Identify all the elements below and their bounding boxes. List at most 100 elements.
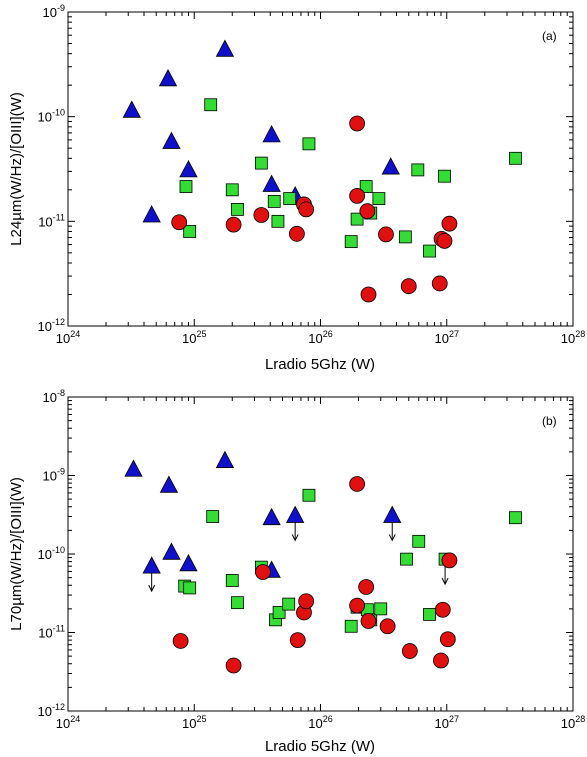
- tick-label: 1026: [308, 714, 332, 731]
- upper-limit-arrowhead: [441, 577, 449, 586]
- tick-label: 1024: [56, 714, 80, 731]
- circle-point: [289, 632, 306, 649]
- chart-panel-a: 1024 1025 1026 1027 102810-1210-1110-1010-9 …: [8, 3, 585, 373]
- circle-point: [171, 214, 188, 231]
- triangle-point: [381, 157, 400, 175]
- circle-point: [378, 226, 394, 243]
- tick-label: 1027: [435, 329, 459, 346]
- triangle-point: [159, 475, 179, 493]
- triangle-point: [158, 68, 178, 87]
- data-points: [124, 450, 522, 674]
- triangle-point: [286, 505, 305, 523]
- plot-frame: [67, 11, 574, 327]
- tick-label: 10-10: [38, 545, 65, 562]
- square-point: [411, 163, 425, 177]
- square-point: [225, 183, 239, 197]
- plot-frame: [67, 396, 574, 712]
- triangle-point: [124, 459, 143, 477]
- tick-label: 1025: [182, 329, 206, 346]
- axis-ticks: [67, 11, 574, 327]
- circle-point: [172, 633, 189, 649]
- triangle-point: [162, 542, 181, 560]
- square-point: [359, 180, 373, 193]
- square-point: [225, 574, 239, 587]
- circle-point: [253, 207, 270, 223]
- y-axis-title: L70µm(W/Hz)/[OIII](W): [8, 477, 25, 631]
- circle-point: [358, 579, 375, 595]
- circle-point: [225, 216, 242, 233]
- circle-point: [288, 225, 305, 242]
- triangle-point: [142, 556, 161, 574]
- square-point: [179, 180, 193, 193]
- square-point: [372, 192, 386, 205]
- square-point: [400, 552, 413, 566]
- square-point: [204, 98, 218, 112]
- square-point: [206, 510, 220, 523]
- circle-point: [431, 275, 448, 292]
- panel-label: (a): [542, 29, 557, 43]
- circle-point: [434, 601, 451, 618]
- triangle-point: [122, 100, 141, 118]
- tick-label: 1026: [308, 329, 332, 346]
- square-point: [302, 137, 316, 151]
- square-point: [271, 214, 285, 228]
- upper-limit-arrowhead: [148, 584, 156, 593]
- tick-label: 1027: [435, 714, 459, 731]
- circle-point: [298, 593, 315, 610]
- circle-point: [349, 597, 366, 614]
- square-point: [344, 619, 358, 633]
- x-axis-title: Lradio 5Ghz (W): [265, 738, 375, 755]
- triangle-point: [162, 131, 181, 149]
- upper-limit-arrowhead: [291, 534, 299, 542]
- y-axis-title: L24µm(W/Hz)/[OIII](W): [8, 92, 25, 246]
- circle-point: [441, 552, 458, 569]
- tick-label: 10-11: [38, 624, 65, 641]
- tick-label: 1028: [561, 714, 585, 731]
- tick-label: 10-12: [38, 702, 65, 719]
- square-point: [423, 608, 436, 621]
- triangle-point: [215, 450, 235, 468]
- square-point: [267, 195, 281, 208]
- triangle-point: [262, 507, 281, 526]
- triangle-point: [262, 125, 281, 143]
- circle-point: [349, 476, 366, 492]
- square-point: [183, 581, 197, 595]
- square-point: [302, 488, 316, 502]
- square-point: [509, 151, 522, 165]
- square-point: [344, 235, 358, 249]
- circle-point: [400, 278, 417, 295]
- circle-point: [255, 564, 271, 580]
- panel-label: (b): [542, 414, 557, 428]
- tick-label: 10-9: [43, 3, 65, 20]
- axis-ticks: [67, 396, 574, 712]
- tick-label: 10-10: [38, 108, 65, 125]
- triangle-point: [383, 505, 402, 523]
- square-point: [254, 156, 268, 170]
- tick-label: 10-12: [38, 317, 65, 334]
- chart-panel-b: 1024 1025 1026 1027 1028 10-12 10-11 10-10 10-9 1…: [8, 388, 585, 755]
- triangle-point: [142, 205, 161, 223]
- circle-point: [360, 286, 377, 303]
- circle-point: [349, 115, 366, 132]
- tick-label: 10-8: [43, 388, 65, 405]
- tick-labels: 1024 1025 1026 1027 1028 10-12 10-11 10-10 10-9: [38, 3, 586, 346]
- circle-point: [360, 613, 377, 629]
- circle-point: [298, 201, 315, 218]
- square-point: [183, 225, 197, 238]
- square-point: [350, 212, 364, 226]
- circle-point: [441, 215, 458, 232]
- triangle-point: [179, 160, 198, 178]
- tick-label: 1024: [56, 329, 80, 346]
- triangle-point: [179, 553, 198, 572]
- tick-label: 10-11: [38, 212, 65, 229]
- square-point: [374, 602, 388, 616]
- tick-label: 10-9: [43, 467, 65, 484]
- tick-label: 1028: [561, 329, 585, 346]
- circle-point: [359, 203, 376, 220]
- square-point: [423, 244, 436, 258]
- circle-point: [439, 631, 456, 648]
- triangle-point: [262, 174, 281, 192]
- square-point: [509, 511, 522, 525]
- circle-point: [379, 618, 396, 635]
